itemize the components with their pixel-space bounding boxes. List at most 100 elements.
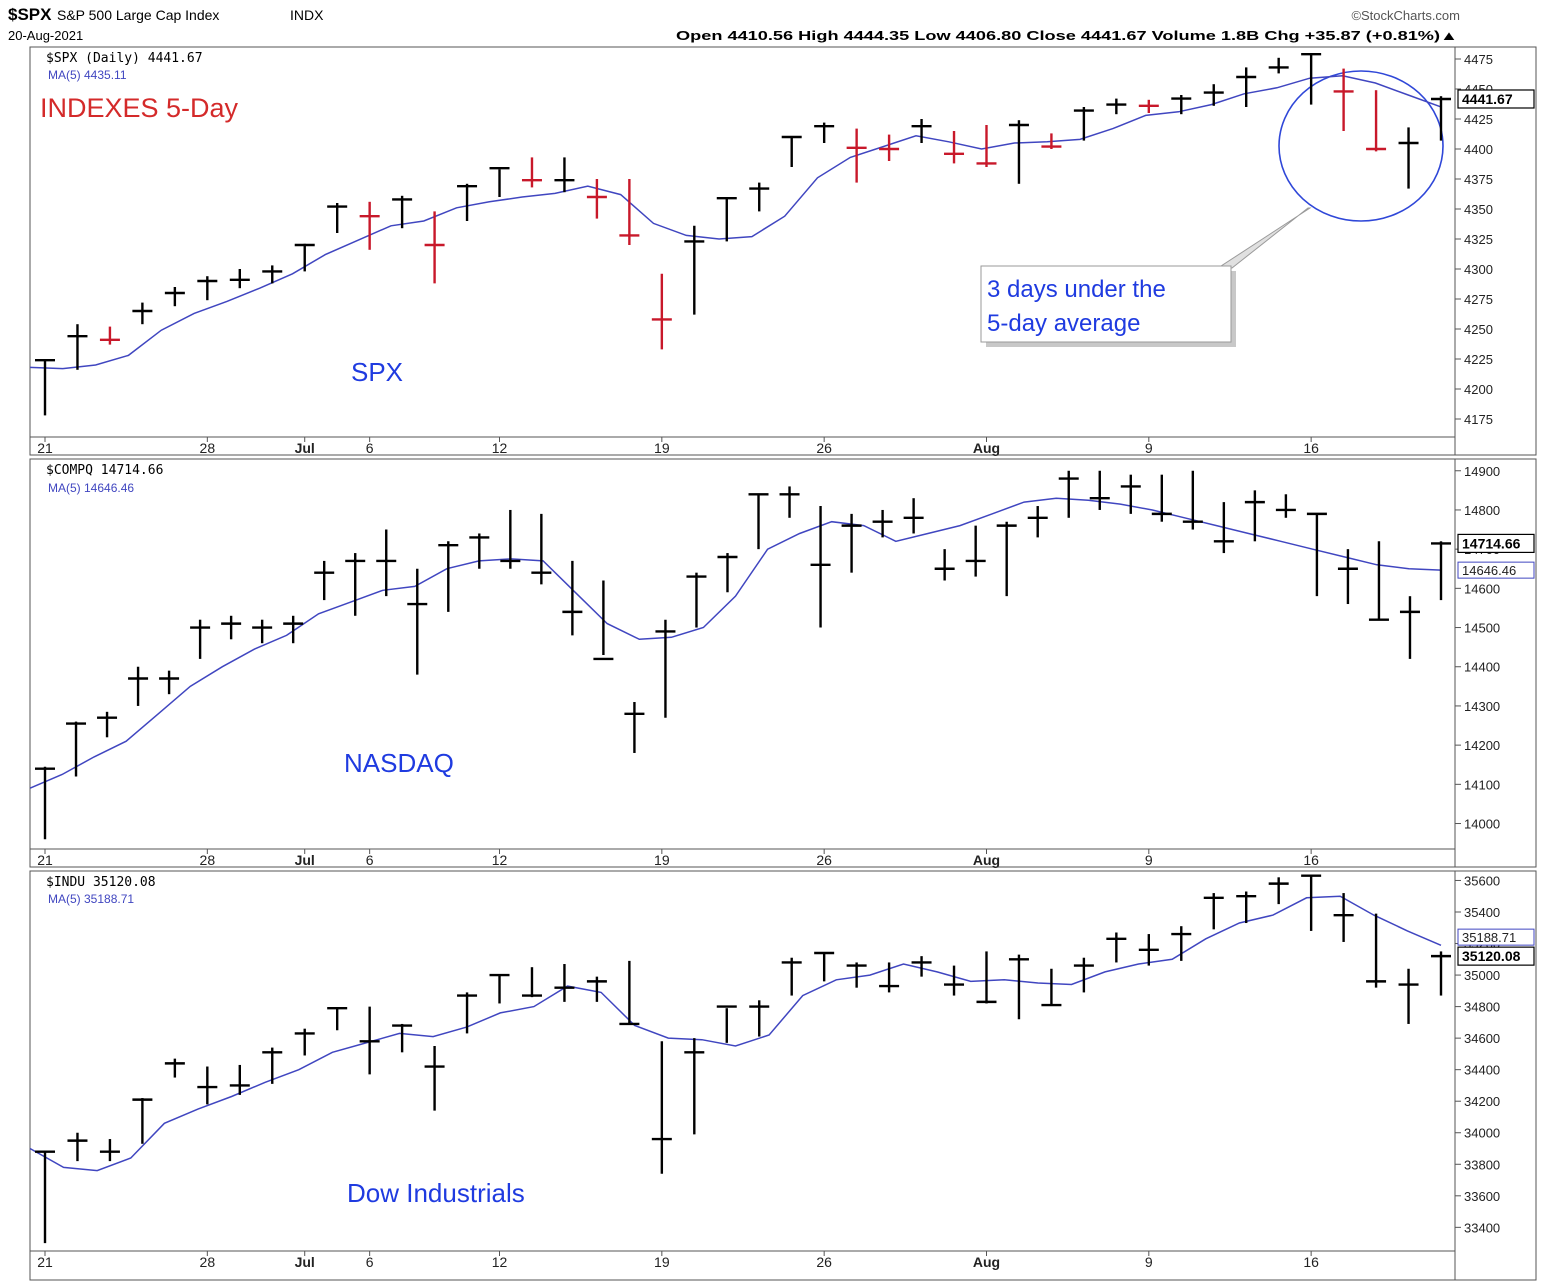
x-tick-label: 28 <box>200 440 216 456</box>
legend-spx-ma: MA(5) 4435.11 <box>48 68 127 82</box>
y-tick-label: 4275 <box>1464 292 1493 307</box>
y-tick-label: 14900 <box>1464 464 1500 479</box>
ohlc-bar <box>1203 893 1224 930</box>
y-tick-label: 14100 <box>1464 777 1500 792</box>
ohlc-bar <box>424 211 445 284</box>
ohlc-bar <box>716 196 737 242</box>
ohlc-bar <box>1333 68 1354 131</box>
y-tick-label: 4250 <box>1464 322 1493 337</box>
ohlc-bar <box>562 560 583 636</box>
ohlc-bar <box>229 1064 250 1095</box>
ohlc-bar <box>327 203 348 233</box>
ohlc-bar <box>716 1005 737 1043</box>
ohlc-bar <box>554 157 575 193</box>
ohlc-bar <box>35 359 55 416</box>
ohlc-bar <box>1244 490 1265 542</box>
x-tick-label: 6 <box>366 1254 374 1270</box>
y-tick-label: 35000 <box>1464 968 1500 983</box>
ohlc-bar <box>624 702 645 753</box>
x-tick-label: 21 <box>37 852 53 868</box>
ohlc-bar <box>392 195 413 229</box>
ohlc-bar <box>781 957 802 996</box>
x-tick-label: 26 <box>816 1254 832 1270</box>
y-tick-label: 4175 <box>1464 412 1493 427</box>
ohlc-bar <box>749 1000 770 1037</box>
ohlc-bar <box>1182 470 1203 530</box>
ohlc-bar <box>593 580 614 661</box>
ohlc-bar <box>1151 474 1172 522</box>
ohlc-bar <box>655 619 676 718</box>
ohlc-bar <box>1368 541 1389 621</box>
x-tick-label: 16 <box>1303 440 1319 456</box>
ohlc-bar <box>1008 954 1029 1020</box>
x-axis-strip <box>29 848 1456 868</box>
ohlc-bar <box>132 302 153 325</box>
ohlc-bar <box>1171 95 1192 115</box>
ohlc-bar <box>438 541 459 612</box>
ohlc-bar <box>1399 596 1420 659</box>
ohlc-bar <box>1306 512 1327 597</box>
x-axis-strip <box>29 1250 1456 1281</box>
ma-value-box <box>1457 561 1535 579</box>
ohlc-bar <box>814 951 835 982</box>
x-tick-label: 21 <box>37 1254 53 1270</box>
y-axis-strip <box>1454 46 1537 456</box>
ohlc-bar <box>190 619 211 659</box>
y-tick-label: 34800 <box>1464 1000 1500 1015</box>
ohlc-bar <box>1027 506 1048 538</box>
ohlc-bar <box>717 553 738 593</box>
ohlc-bar <box>996 521 1017 597</box>
x-tick-label: 19 <box>654 852 670 868</box>
y-tick-label: 33600 <box>1464 1189 1500 1204</box>
ohlc-bar <box>1073 957 1094 993</box>
last-value-label: 4441.67 <box>1462 91 1513 107</box>
header-watermark: ©StockCharts.com <box>1351 8 1460 23</box>
x-tick-label: 12 <box>492 440 508 456</box>
x-tick-label: 19 <box>654 440 670 456</box>
ohlc-bar <box>619 179 640 245</box>
ohlc-bar <box>1337 549 1358 605</box>
ohlc-bar <box>294 243 315 272</box>
ohlc-bar <box>35 766 55 840</box>
ohlc-bar <box>197 276 218 301</box>
y-tick-label: 4350 <box>1464 202 1493 217</box>
ohlc-bar <box>314 560 335 601</box>
ohlc-bar <box>457 183 478 221</box>
ohlc-bar <box>934 549 955 581</box>
y-tick-label: 14600 <box>1464 581 1500 596</box>
ohlc-bar <box>469 533 490 569</box>
x-tick-label: 9 <box>1145 440 1153 456</box>
y-tick-label: 34600 <box>1464 1031 1500 1046</box>
ohlc-bar <box>748 493 769 550</box>
y-tick-label: 34400 <box>1464 1063 1500 1078</box>
x-tick-label: Jul <box>295 440 315 456</box>
panel-frame <box>29 458 1456 850</box>
ma-value-label: 35188.71 <box>1462 930 1516 945</box>
y-tick-label: 14200 <box>1464 738 1500 753</box>
ohlc-bar <box>976 125 997 167</box>
ohlc-bar <box>1398 127 1419 189</box>
x-tick-label: 9 <box>1145 1254 1153 1270</box>
ohlc-bar <box>1041 968 1062 1007</box>
ohlc-bar <box>221 615 242 640</box>
ohlc-bar <box>965 525 986 577</box>
legend-spx: $SPX (Daily) 4441.67 MA(5) 4435.11 <box>46 51 203 82</box>
ohlc-bar <box>1333 893 1354 942</box>
ohlc-bar <box>531 513 552 585</box>
y-tick-label: 4425 <box>1464 112 1493 127</box>
ma-line <box>29 895 1442 1172</box>
ohlc-bar <box>846 962 867 988</box>
ohlc-bar <box>97 711 118 738</box>
y-tick-label: 35400 <box>1464 905 1500 920</box>
ohlc-bar <box>35 1150 55 1244</box>
y-tick-label: 33400 <box>1464 1220 1500 1235</box>
ohlc-bar <box>976 951 997 1004</box>
ohlc-bar <box>1236 67 1257 107</box>
x-tick-label: 26 <box>816 852 832 868</box>
y-tick-label: 14800 <box>1464 503 1500 518</box>
ohlc-bar <box>1171 926 1192 961</box>
x-tick-label: Jul <box>295 852 315 868</box>
ohlc-bar <box>779 486 800 518</box>
ohlc-bar <box>684 1038 705 1135</box>
